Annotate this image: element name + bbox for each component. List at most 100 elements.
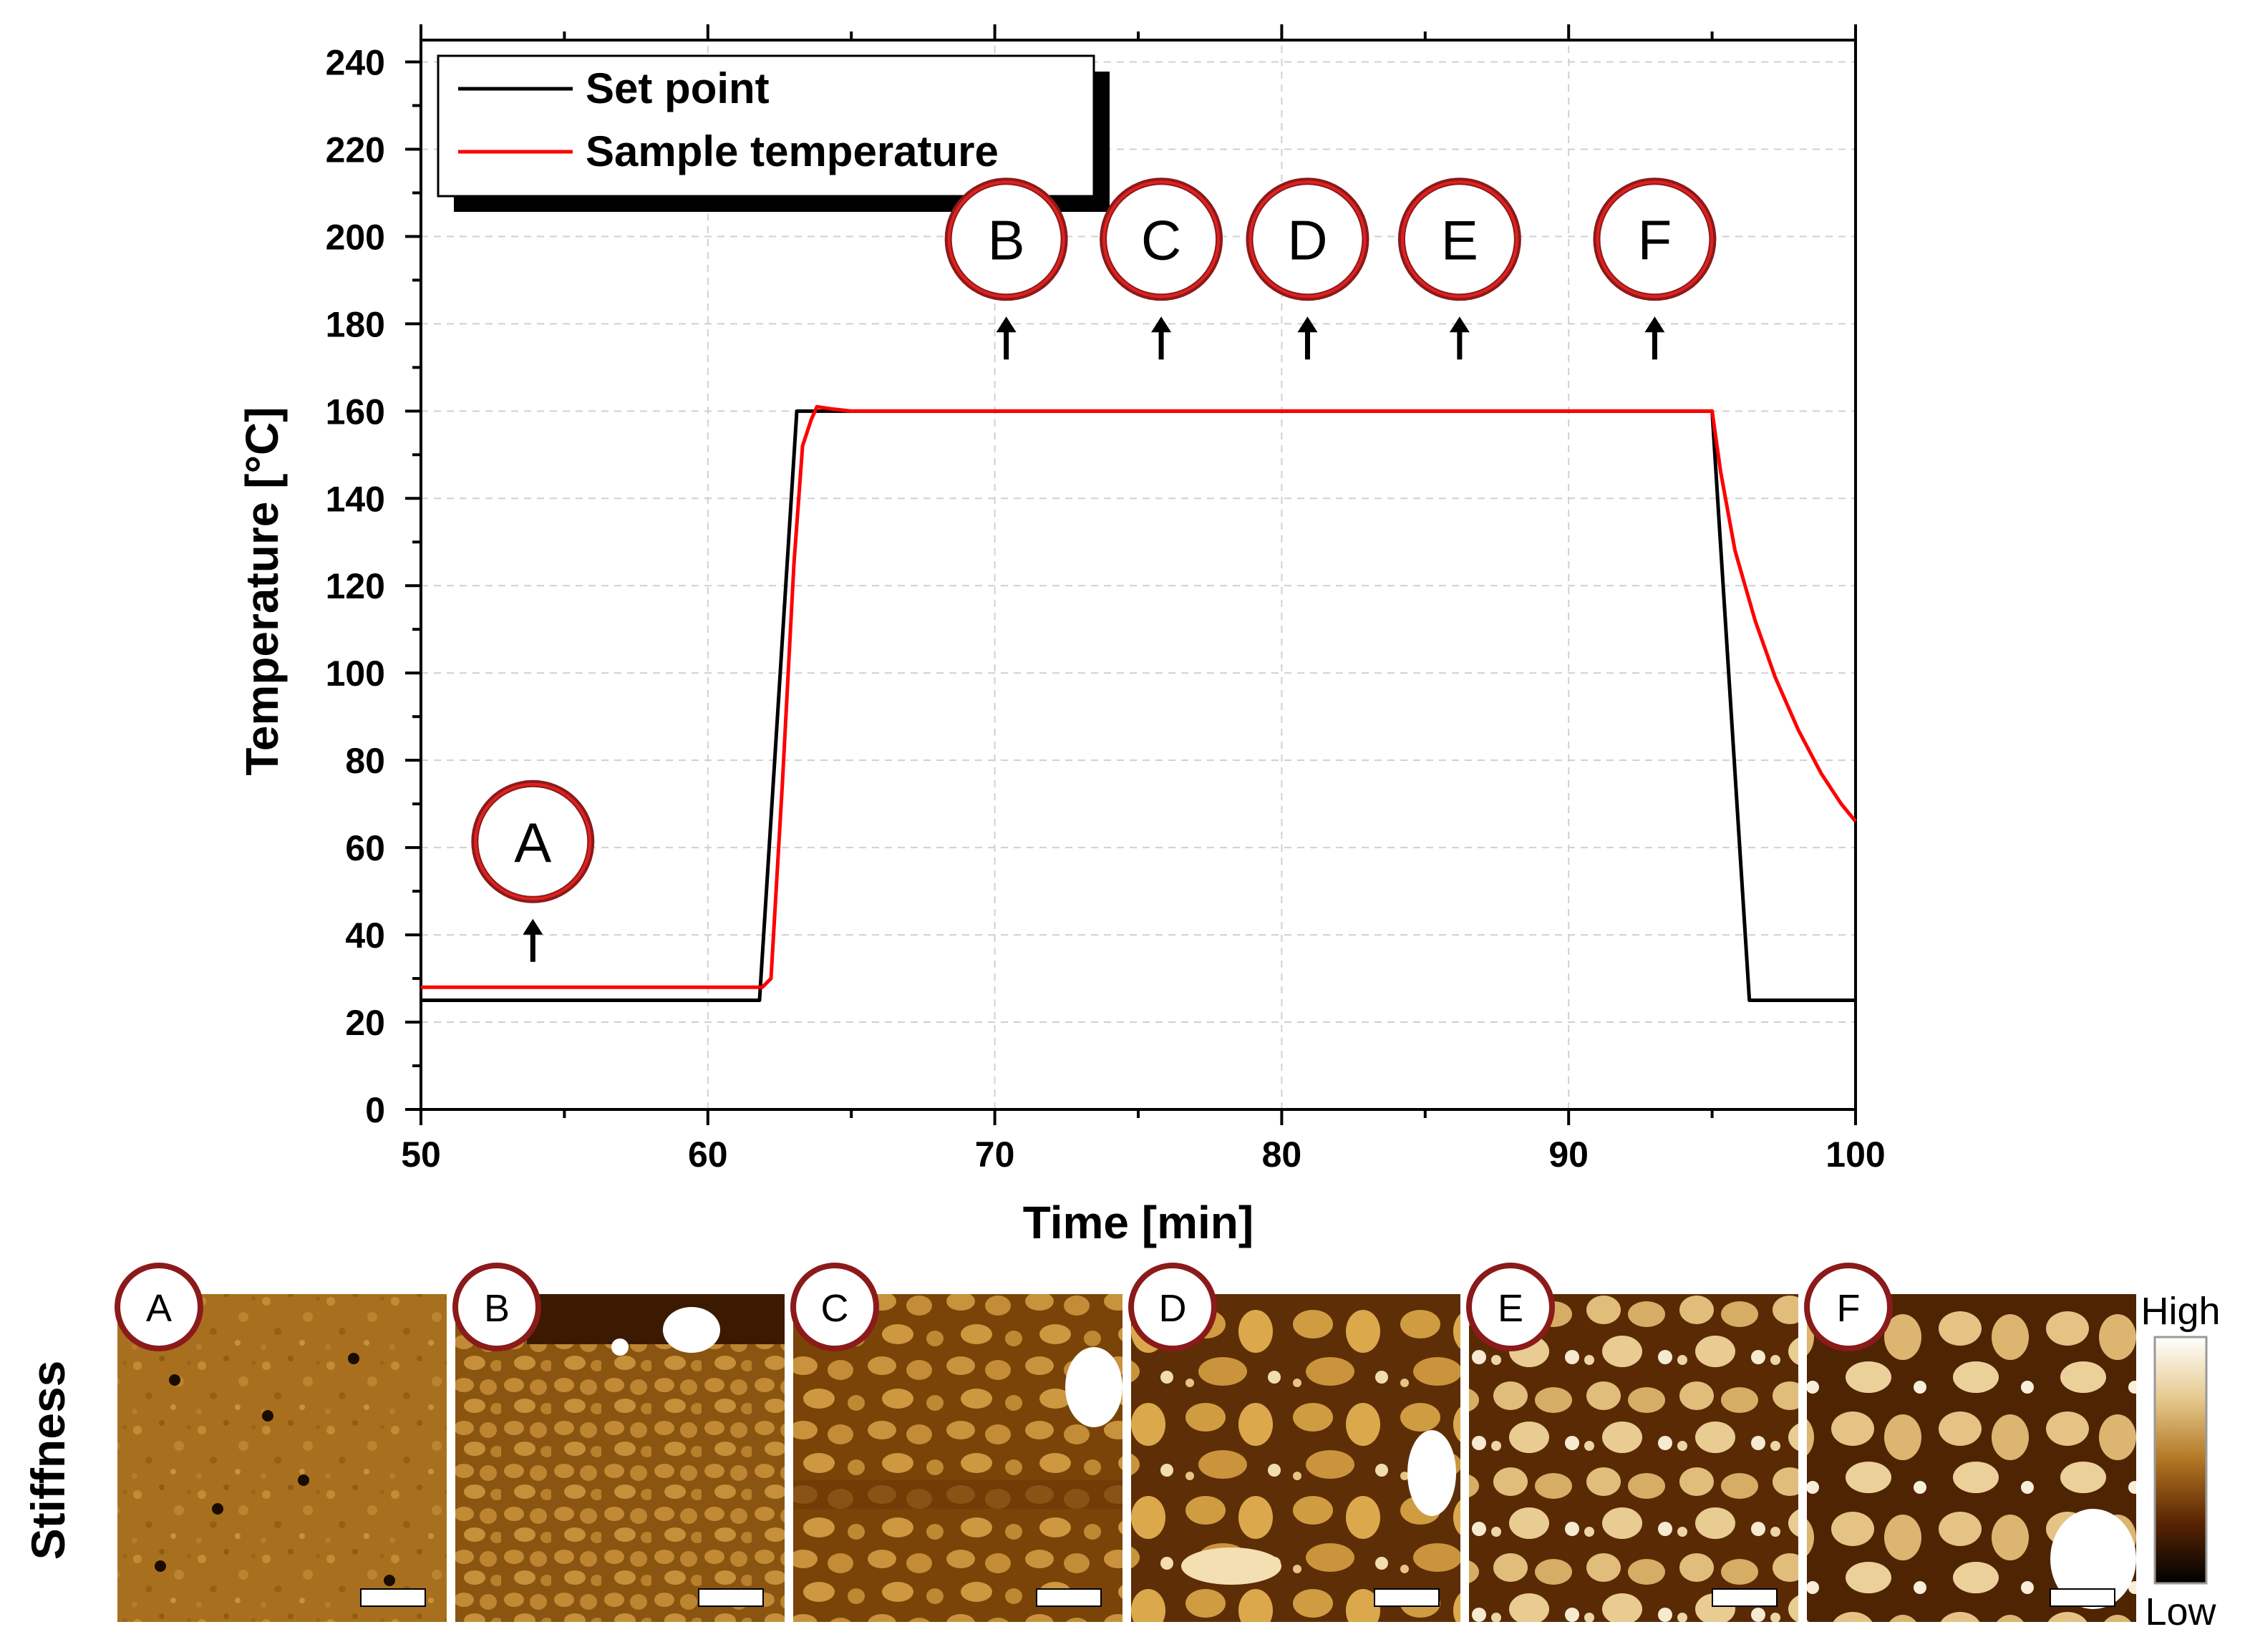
x-axis-title: Time [min] <box>1023 1197 1254 1248</box>
axis-ticks <box>405 24 1857 1125</box>
stiffness-panel-f: F <box>1804 1263 2136 1622</box>
y-tick-label: 60 <box>345 828 385 868</box>
stiffness-map-bright-spot <box>2050 1509 2136 1609</box>
annotation-arrow-head <box>1644 316 1665 333</box>
y-tick-label: 40 <box>345 915 385 956</box>
stiffness-panel-c: C <box>790 1263 1122 1622</box>
y-tick-label: 200 <box>326 217 385 257</box>
annotation-f: F <box>1593 178 1717 360</box>
panel-label-ring-inner <box>796 1268 873 1346</box>
annotation-ring-highlight <box>1400 180 1518 298</box>
colorbar-low-label: Low <box>2145 1590 2216 1633</box>
scale-bar <box>1374 1588 1440 1607</box>
y-tick-label: 0 <box>365 1090 385 1130</box>
annotation-ring-inner <box>478 787 588 896</box>
colorbar-gradient <box>2153 1336 2208 1585</box>
panel-label: D <box>1159 1287 1187 1330</box>
annotation-arrow-head <box>523 918 543 935</box>
legend-box <box>437 54 1095 198</box>
y-axis-title: Temperature [°C] <box>236 407 288 775</box>
panel-label: B <box>484 1287 510 1330</box>
annotation-ring-inner <box>1405 185 1514 294</box>
x-tick-label: 100 <box>1825 1134 1885 1175</box>
x-tick-label: 70 <box>975 1134 1015 1175</box>
colorbar: High Low <box>2140 1290 2220 1633</box>
stiffness-map-bright-spot <box>1407 1430 1456 1516</box>
annotation-ring-inner <box>1600 185 1710 294</box>
annotation-e: E <box>1397 178 1521 360</box>
panel-label-ring-inner <box>458 1268 535 1346</box>
scale-bar <box>2050 1588 2115 1607</box>
annotation-label: E <box>1441 208 1478 271</box>
panel-label-ring-inner <box>1472 1268 1549 1346</box>
panel-label: E <box>1498 1287 1523 1330</box>
stiffness-panels: A B C D E F <box>115 1263 2136 1622</box>
stiffness-panel-b: B <box>452 1263 785 1622</box>
scale-bar <box>1712 1588 1778 1607</box>
annotation-label: B <box>988 208 1025 271</box>
stiffness-panel-a: A <box>115 1263 447 1622</box>
annotation-label: C <box>1141 208 1181 271</box>
scale-bar <box>1036 1588 1102 1607</box>
colorbar-high-label: High <box>2140 1290 2220 1333</box>
annotation-ring-highlight <box>1596 180 1714 298</box>
y-tick-label: 120 <box>326 566 385 606</box>
stiffness-map-pit <box>155 1560 166 1572</box>
panel-label-ring-inner <box>120 1268 198 1346</box>
stiffness-map-pit <box>212 1503 223 1515</box>
y-tick-label: 140 <box>326 479 385 519</box>
stiffness-map-bright-spot <box>1065 1347 1122 1427</box>
annotation-ring-highlight <box>474 782 592 900</box>
x-tick-label: 90 <box>1548 1134 1589 1175</box>
x-tick-label: 80 <box>1262 1134 1302 1175</box>
stiffness-map-bright-spot <box>1181 1547 1281 1585</box>
stiffness-map-bright-spot <box>663 1307 720 1353</box>
stiffness-map-dark-region <box>527 1294 785 1344</box>
annotation-arrow-head <box>1449 316 1470 333</box>
y-tick-label: 100 <box>326 653 385 694</box>
y-tick-label: 220 <box>326 130 385 170</box>
scale-bar <box>360 1588 426 1607</box>
stiffness-map-pit <box>298 1474 309 1486</box>
y-tick-label: 80 <box>345 741 385 781</box>
y-tick-label: 180 <box>326 304 385 344</box>
annotation-label: A <box>514 811 551 874</box>
stiffness-panel-d: D <box>1128 1263 1460 1622</box>
legend-label-set-point: Set point <box>586 64 770 112</box>
annotation-ring-highlight <box>1248 180 1367 298</box>
y-tick-label: 240 <box>326 42 385 82</box>
stiffness-map-pit <box>384 1575 395 1586</box>
legend-label-sample-temperature: Sample temperature <box>586 127 999 175</box>
annotation-b: B <box>944 178 1068 360</box>
y-tick-labels: 0 20 40 60 80 100 120 140 160 180 200 220 240 <box>326 42 385 1130</box>
panel-label-ring-inner <box>1134 1268 1211 1346</box>
annotation-c: C <box>1100 178 1223 360</box>
stiffness-map-pit <box>262 1410 273 1422</box>
annotation-ring-highlight <box>947 180 1065 298</box>
panel-label: A <box>146 1287 172 1330</box>
annotation-ring-highlight <box>1102 180 1221 298</box>
annotation-arrow-head <box>996 316 1017 333</box>
annotation-ring-inner <box>1107 185 1216 294</box>
annotation-ring-inner <box>951 185 1061 294</box>
stiffness-map-pit <box>348 1353 359 1364</box>
annotation-arrow-head <box>1151 316 1172 333</box>
x-tick-labels: 50 60 70 80 90 100 <box>401 1134 1886 1175</box>
annotation-d: D <box>1246 178 1369 360</box>
series-line-sample-temperature <box>421 404 1857 989</box>
y-tick-label: 20 <box>345 1003 385 1043</box>
x-tick-label: 60 <box>688 1134 728 1175</box>
annotation-label: D <box>1287 208 1327 271</box>
annotation-label: F <box>1638 208 1672 271</box>
annotation-markers: A B C D E F <box>471 178 1717 962</box>
stiffness-row-label: Stiffness <box>21 1361 74 1560</box>
stiffness-map-pit <box>169 1374 180 1386</box>
stiffness-map-bright-spot <box>611 1338 629 1356</box>
y-tick-label: 160 <box>326 392 385 432</box>
panel-label-ring-inner <box>1810 1268 1887 1346</box>
panel-label: C <box>821 1287 849 1330</box>
series-line-set-point <box>421 409 1856 1003</box>
stiffness-panel-e: E <box>1466 1263 1798 1622</box>
annotation-arrow-head <box>1297 316 1318 333</box>
